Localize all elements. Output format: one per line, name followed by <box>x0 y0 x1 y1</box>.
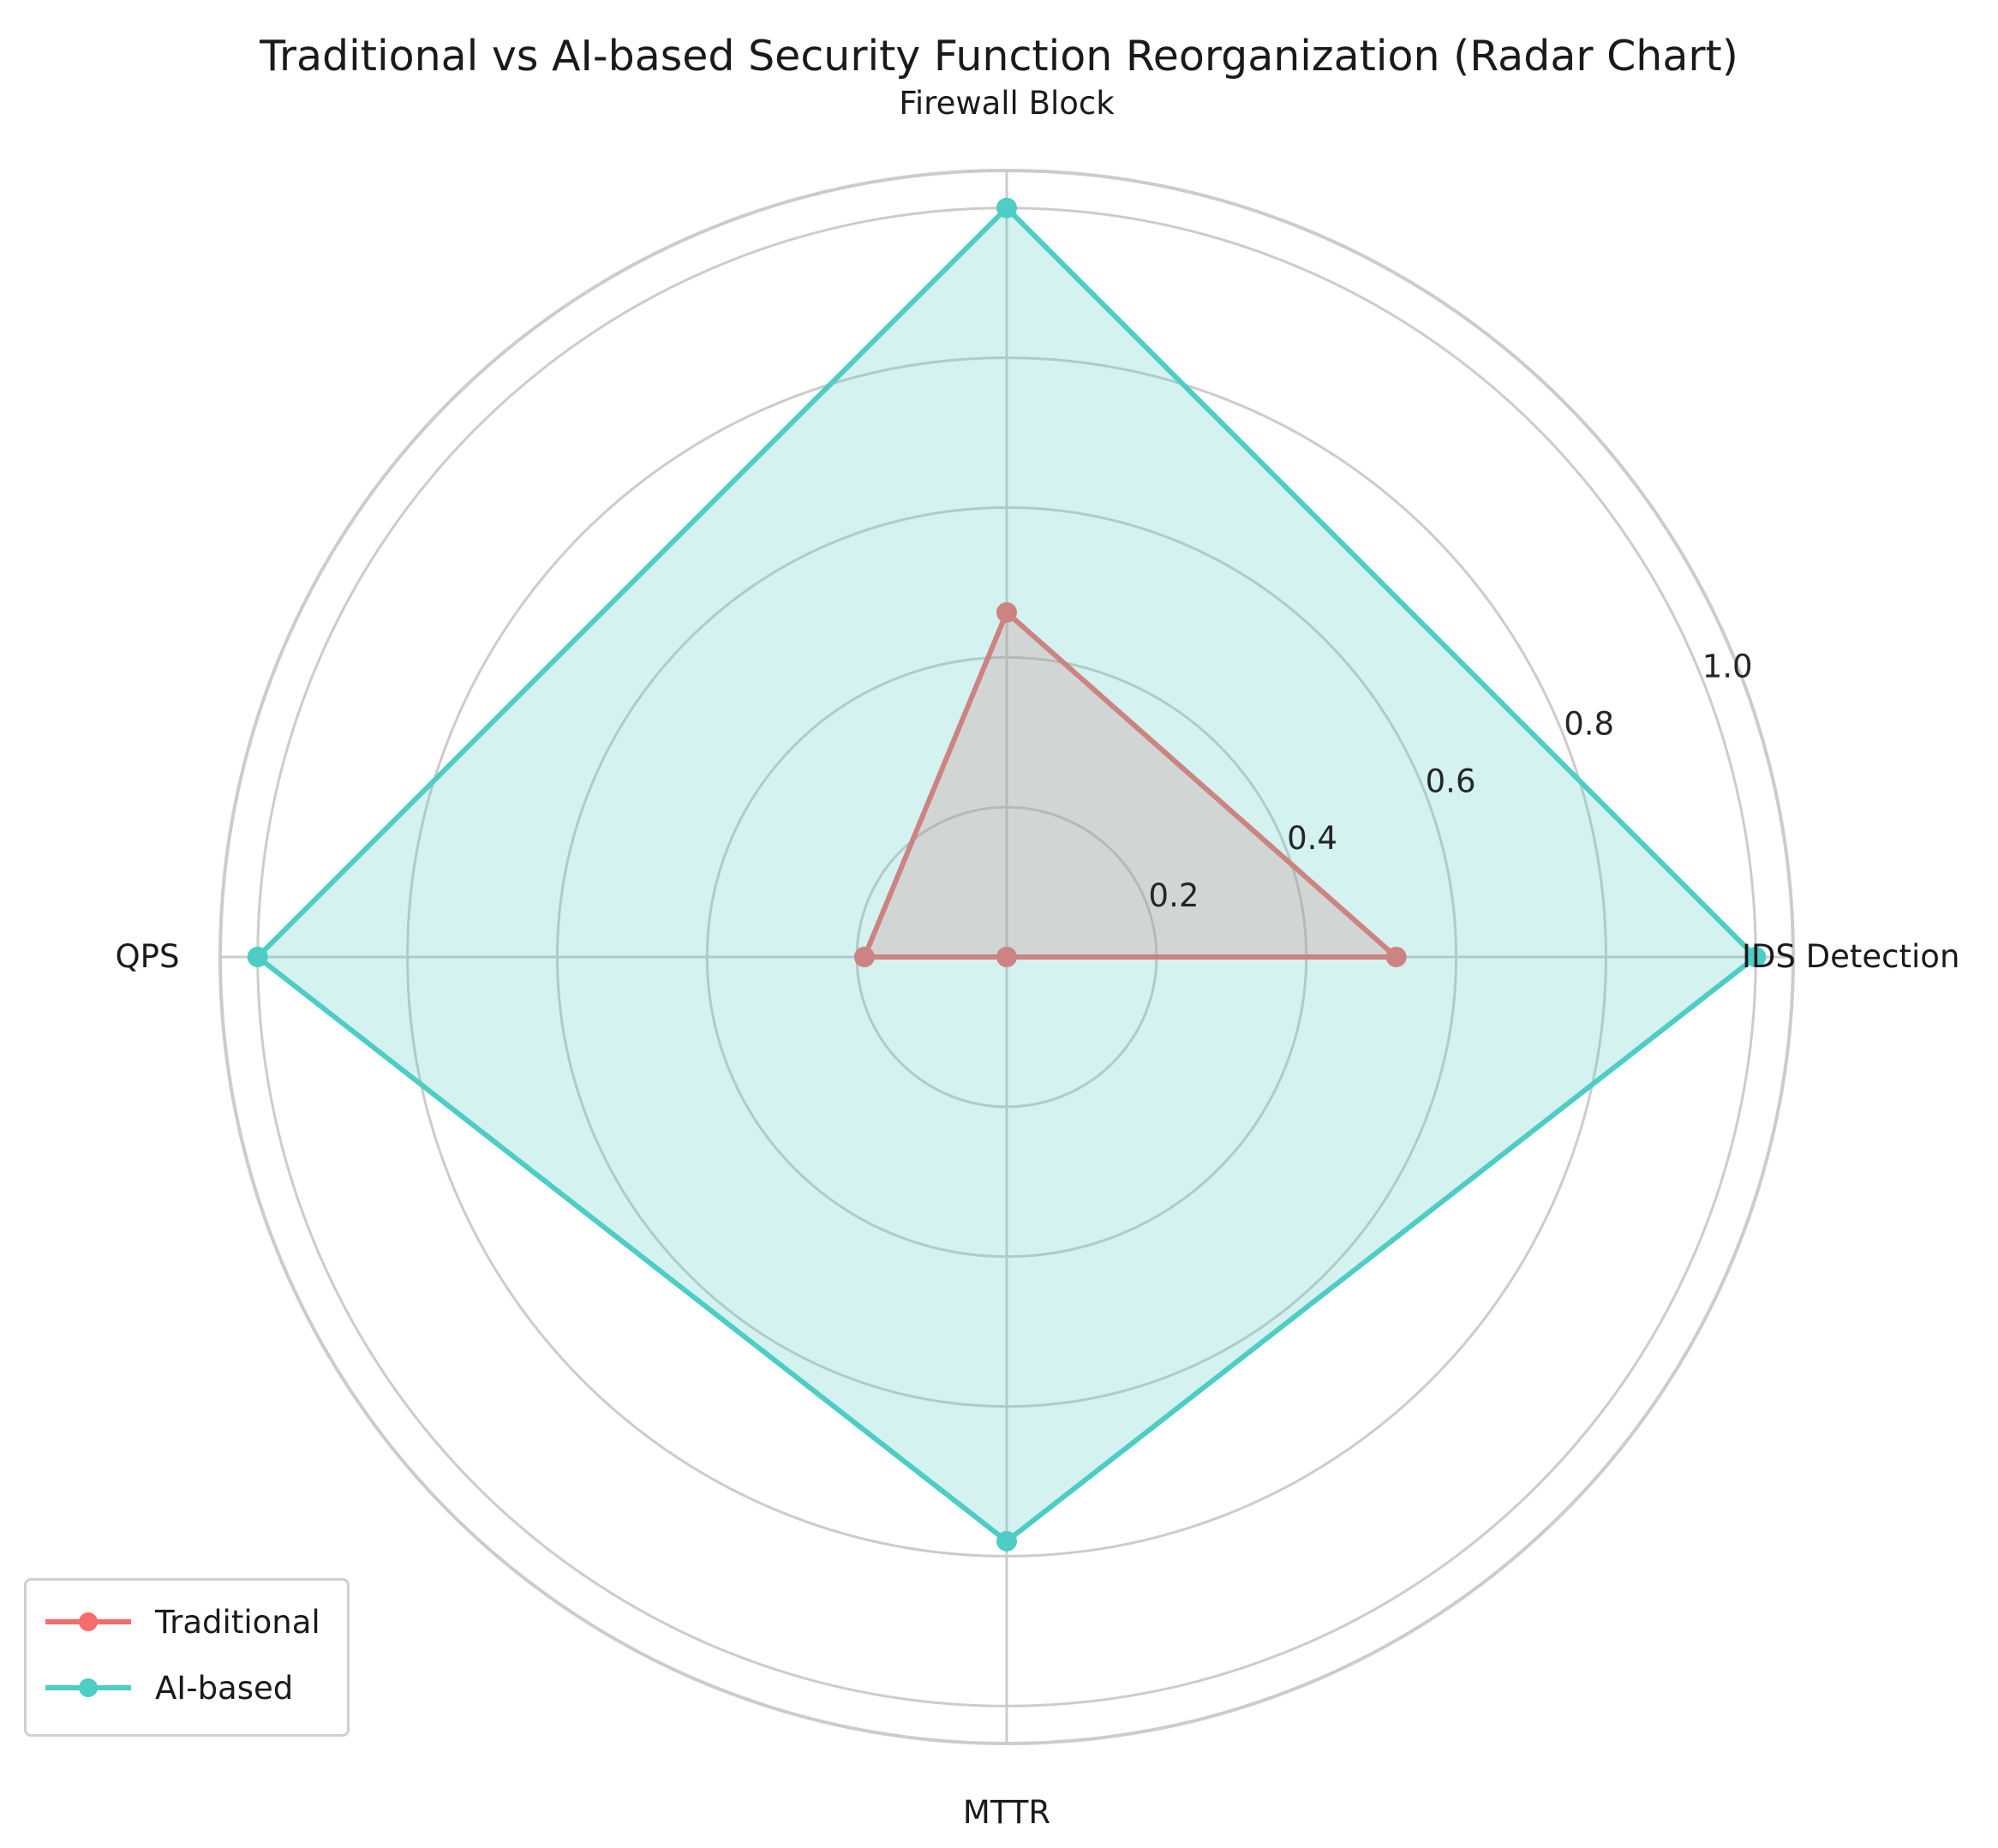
chart-title: Traditional vs AI-based Security Functio… <box>259 32 1738 81</box>
point-traditional-2 <box>996 601 1017 623</box>
legend-label-traditional: Traditional <box>155 1603 320 1641</box>
legend-swatch-traditional <box>45 1612 131 1631</box>
radar-series <box>247 197 1767 1552</box>
radial-tick-label-1: 0.2 <box>1149 877 1199 914</box>
category-label-2: Firewall Block <box>899 85 1115 122</box>
legend-item-ai-based: AI-based <box>45 1662 293 1713</box>
legend-swatch-ai-based <box>45 1678 131 1697</box>
category-label-4: MTTR <box>963 1794 1050 1831</box>
radial-tick-label-3: 0.6 <box>1426 763 1476 799</box>
legend: Traditional AI-based <box>24 1578 350 1737</box>
point-traditional-3 <box>853 947 875 967</box>
category-label-3: QPS <box>116 938 180 975</box>
point-traditional-1 <box>1385 947 1407 967</box>
radial-tick-label-4: 0.8 <box>1564 705 1614 742</box>
legend-item-traditional: Traditional <box>45 1596 320 1648</box>
radial-tick-label-5: 1.0 <box>1702 648 1753 685</box>
radar-labels: 0.2 0.4 0.6 0.8 1.0 IDS Detection Firewall Blo… <box>116 85 1960 1831</box>
category-label-1: IDS Detection <box>1742 938 1959 975</box>
series-fill-ai-based <box>257 207 1756 1541</box>
radial-tick-label-2: 0.4 <box>1287 820 1337 857</box>
legend-label-ai-based: AI-based <box>155 1669 294 1707</box>
point-ai-based-4 <box>996 1530 1017 1552</box>
point-traditional-4 <box>996 947 1017 967</box>
point-ai-based-2 <box>996 197 1017 218</box>
point-ai-based-3 <box>247 947 268 967</box>
point-ai-based-1 <box>1745 947 1767 967</box>
series-fill-traditional <box>864 612 1397 957</box>
